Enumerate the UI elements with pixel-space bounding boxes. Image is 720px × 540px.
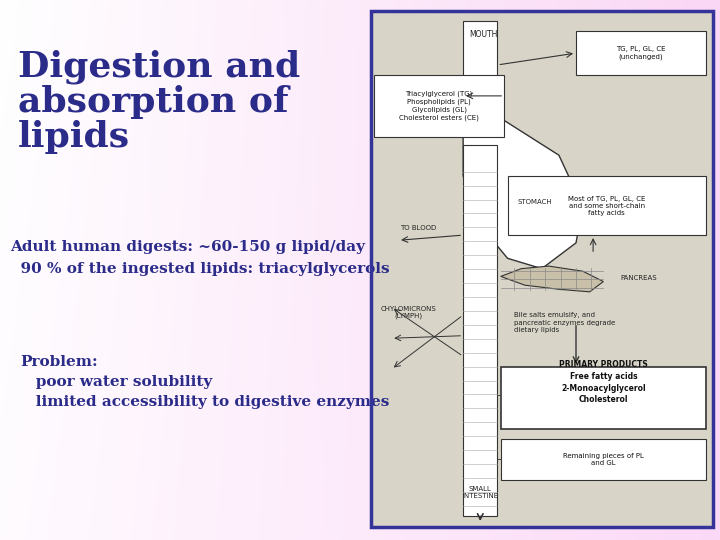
Text: TO BLOOD: TO BLOOD	[400, 225, 437, 231]
Text: SMALL
INTESTINE: SMALL INTESTINE	[462, 486, 498, 499]
Text: Most of TG, PL, GL, CE
and some short-chain
fatty acids: Most of TG, PL, GL, CE and some short-ch…	[568, 195, 645, 216]
Text: limited accessibility to digestive enzymes: limited accessibility to digestive enzym…	[20, 395, 390, 409]
Text: PANCREAS: PANCREAS	[621, 275, 657, 281]
FancyBboxPatch shape	[501, 439, 706, 480]
Bar	[371, 11, 713, 526]
Bar	[371, 11, 713, 526]
FancyBboxPatch shape	[501, 367, 706, 429]
Text: MOUTH: MOUTH	[469, 30, 498, 38]
Text: Problem:: Problem:	[20, 355, 98, 369]
Text: 90 % of the ingested lipids: triacylglycerols: 90 % of the ingested lipids: triacylglyc…	[10, 262, 390, 276]
FancyBboxPatch shape	[576, 31, 706, 75]
Text: Adult human digests: ~60-150 g lipid/day: Adult human digests: ~60-150 g lipid/day	[10, 240, 365, 254]
Text: Triacylglycerol (TG)
Phospholipids (PL)
Glycolipids (GL)
Cholesterol esters (CE): Triacylglycerol (TG) Phospholipids (PL) …	[400, 91, 479, 122]
Text: lipids: lipids	[18, 120, 130, 154]
Bar	[463, 21, 498, 150]
Text: PRIMARY PRODUCTS
Free fatty acids
2-Monoacylglycerol
Cholesterol: PRIMARY PRODUCTS Free fatty acids 2-Mono…	[559, 360, 648, 404]
Text: poor water solubility: poor water solubility	[20, 375, 212, 389]
Text: TG, PL, GL, CE
(unchanged): TG, PL, GL, CE (unchanged)	[616, 46, 666, 60]
Polygon shape	[501, 266, 603, 292]
FancyBboxPatch shape	[374, 75, 504, 137]
Text: absorption of: absorption of	[18, 85, 289, 119]
Text: Bile salts emulsify, and
pancreatic enzymes degrade
dietary lipids: Bile salts emulsify, and pancreatic enzy…	[515, 313, 616, 334]
FancyBboxPatch shape	[508, 176, 706, 235]
Polygon shape	[463, 98, 583, 269]
Bar	[463, 145, 498, 516]
Text: Digestion and: Digestion and	[18, 50, 300, 84]
Text: Remaining pieces of PL
and GL: Remaining pieces of PL and GL	[563, 453, 644, 466]
Text: CHYLOMICRONS
(LYMPH): CHYLOMICRONS (LYMPH)	[381, 306, 436, 319]
Text: STOMACH: STOMACH	[518, 199, 552, 205]
